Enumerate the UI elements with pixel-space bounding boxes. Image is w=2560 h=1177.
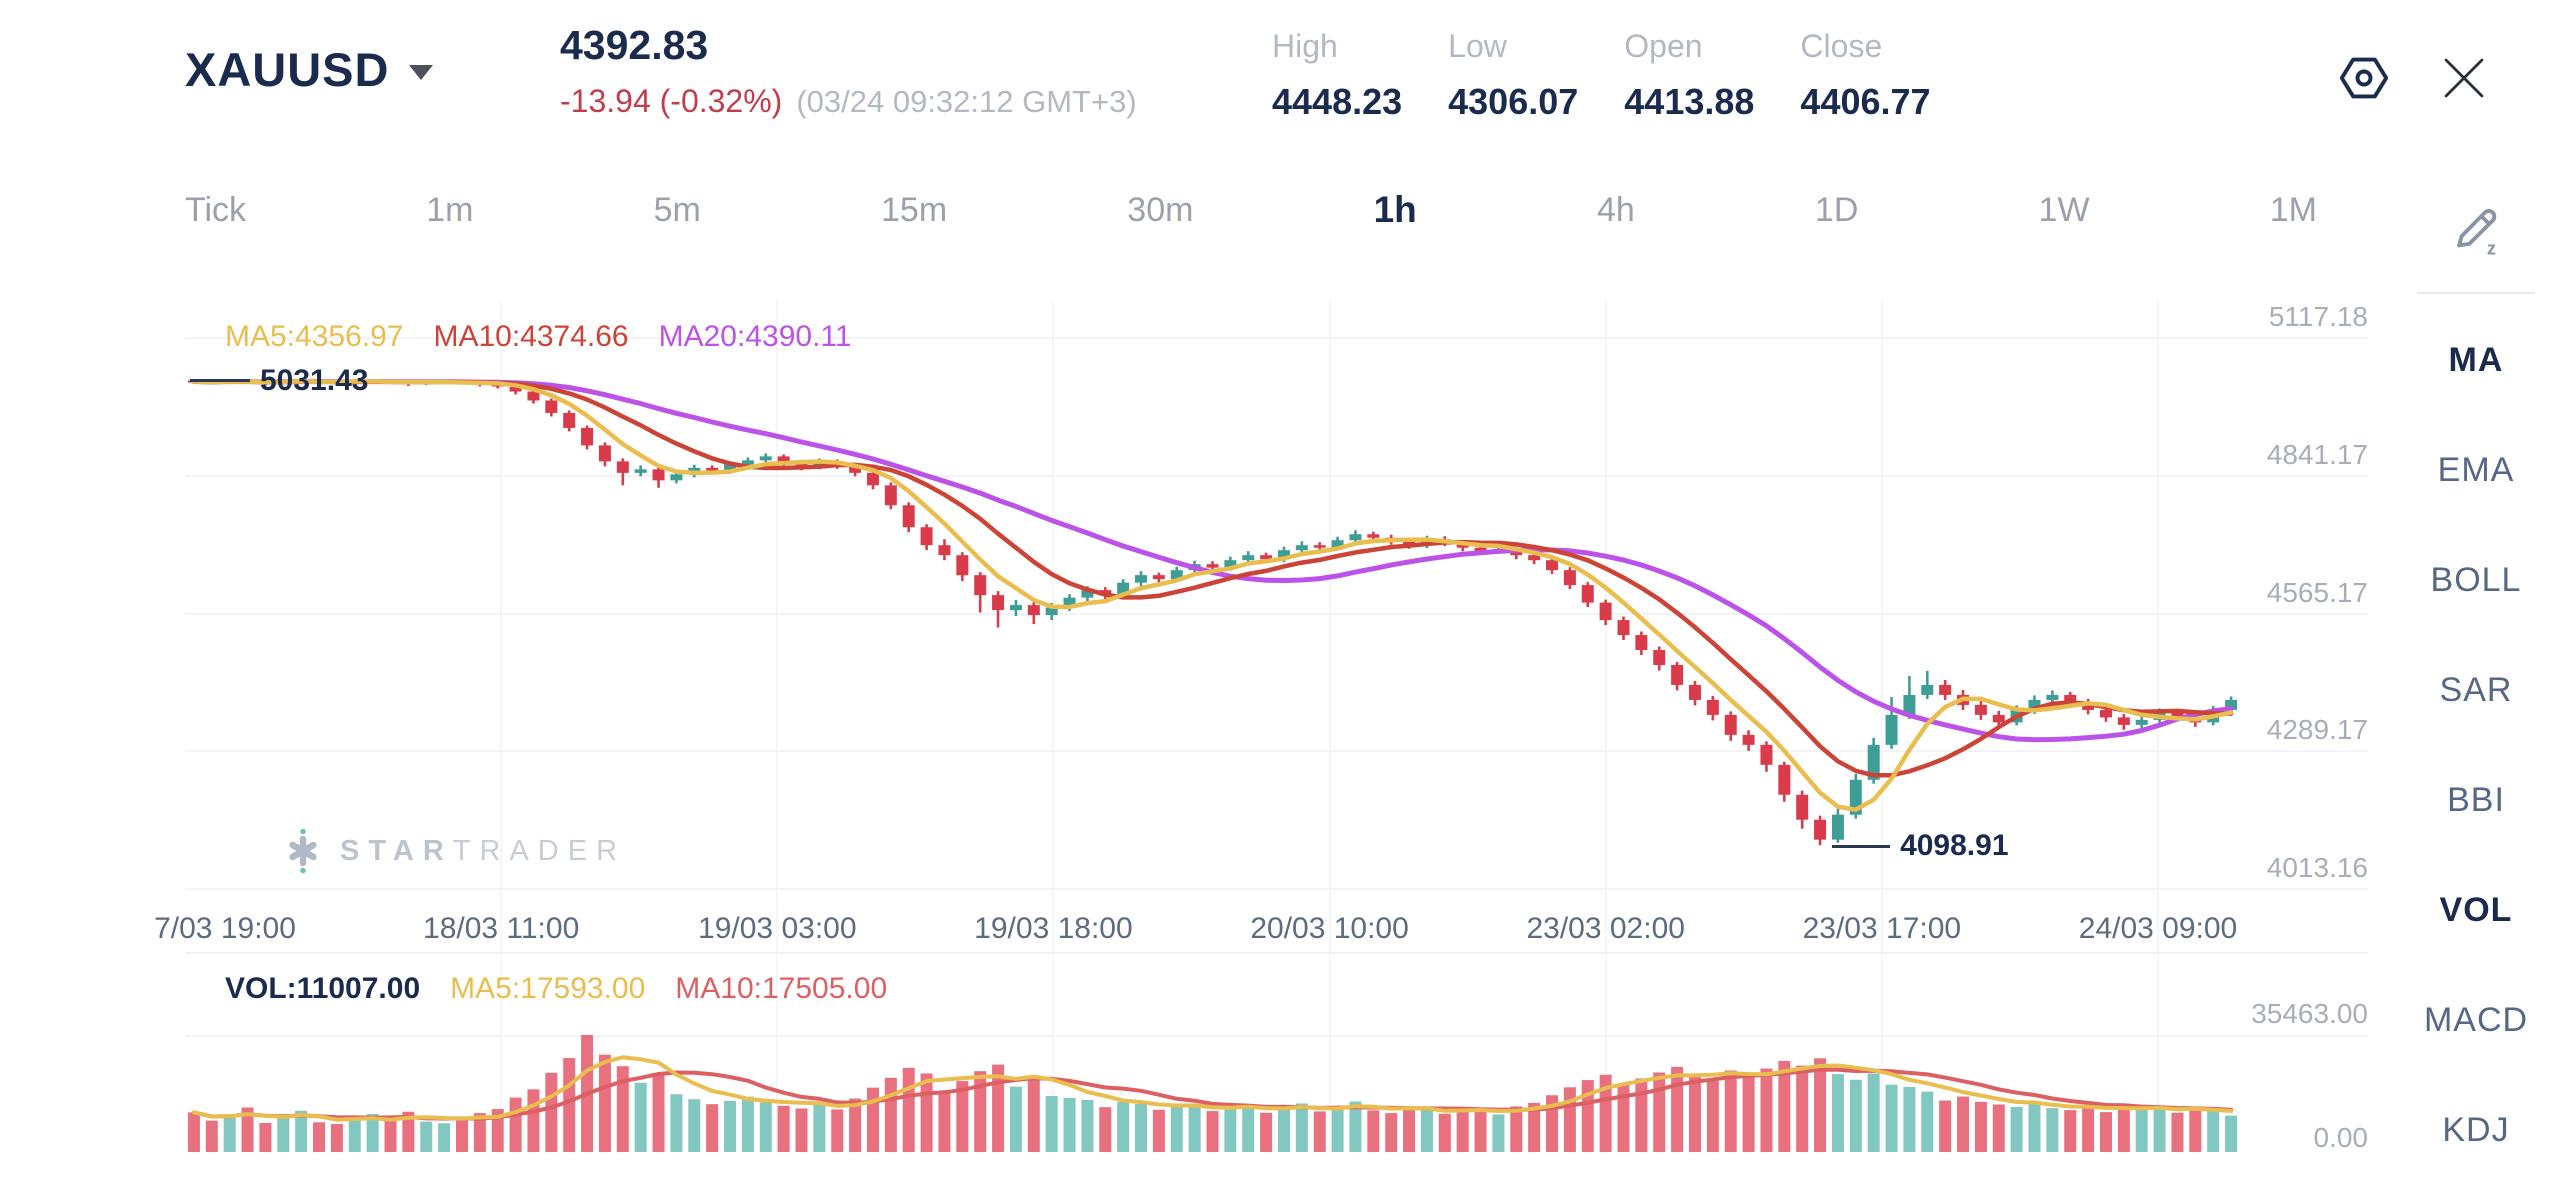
stat-open: Open 4413.88 (1624, 28, 1755, 122)
v-gridline (500, 300, 503, 1152)
x-axis-label: 23/03 17:00 (1802, 912, 1962, 945)
vol-ma5-label: MA5:17593.00 (450, 972, 646, 1005)
y-axis-label: 4565.17 (2266, 576, 2368, 608)
vol-gridline (185, 1035, 2368, 1037)
tab-5m[interactable]: 5m (653, 190, 701, 229)
window-high-annotation: 5031.43 (190, 364, 368, 398)
sidebar-divider (2417, 292, 2535, 294)
vol-value-label: VOL:11007.00 (225, 972, 421, 1005)
current-price: 4392.83 (560, 22, 709, 68)
indicator-list: MA EMA BOLL SAR BBI VOL MACD KDJ (2392, 305, 2560, 1177)
y-axis-label: 4841.17 (2266, 438, 2368, 470)
indicator-boll[interactable]: BOLL (2430, 560, 2522, 599)
ma-label-1: MA10:4374.66 (433, 320, 629, 353)
price-block: 4392.83 -13.94 (-0.32%) (03/24 09:32:12 … (560, 22, 1137, 120)
tab-15m[interactable]: 15m (881, 190, 948, 229)
v-gridline (1052, 300, 1055, 1152)
x-axis-label: 24/03 09:00 (2078, 912, 2238, 945)
pencil-icon: z (2457, 209, 2497, 258)
tab-1m[interactable]: 1M (2269, 190, 2317, 229)
y-axis-label: 4289.17 (2266, 714, 2368, 746)
symbol-selector[interactable]: XAUUSD (185, 42, 434, 97)
volume-chart[interactable] (185, 1035, 2240, 1153)
quote-timestamp: (03/24 09:32:12 GMT+3) (796, 84, 1137, 119)
stat-high: High 4448.23 (1272, 28, 1403, 122)
x-axis-label: 19/03 18:00 (974, 912, 1133, 945)
tab-1d[interactable]: 1D (1814, 190, 1859, 229)
broker-watermark: STARTRADER (280, 828, 626, 874)
tab-tick[interactable]: Tick (185, 190, 247, 229)
drawing-tool-button[interactable]: z (2392, 200, 2560, 270)
h-gridline (185, 888, 2368, 890)
v-gridline (1880, 300, 1883, 1152)
vol-axis-max: 35463.00 (2251, 998, 2368, 1029)
indicator-ema[interactable]: EMA (2437, 450, 2515, 489)
h-gridline (185, 612, 2368, 615)
indicator-sidebar: z MA EMA BOLL SAR BBI VOL MACD KDJ (2392, 200, 2560, 1149)
indicator-ma[interactable]: MA (2448, 340, 2504, 379)
tab-1h[interactable]: 1h (1373, 189, 1417, 230)
stat-low: Low 4306.07 (1448, 28, 1579, 122)
vol-axis-min: 0.00 (2313, 1122, 2369, 1153)
symbol-name: XAUUSD (185, 43, 390, 96)
close-button[interactable] (2436, 50, 2492, 106)
close-icon (2444, 58, 2484, 98)
tab-1w[interactable]: 1W (2038, 190, 2090, 229)
y-axis-label: 5117.18 (2268, 301, 2368, 332)
pane-divider (185, 952, 2368, 954)
stat-close: Close 4406.77 (1800, 28, 1931, 122)
ma-legend: MA5:4356.97 MA10:4374.66 MA20:4390.11 (225, 320, 852, 354)
vol-ma10-label: MA10:17505.00 (675, 972, 888, 1005)
timeframe-tabs: Tick 1m 5m 15m 30m 1h 4h 1D 1W 1M (185, 182, 2317, 238)
h-gridline (185, 337, 2368, 339)
settings-icon (2339, 57, 2389, 99)
v-gridline (776, 300, 779, 1152)
x-axis-label: 18/03 11:00 (423, 912, 580, 945)
h-gridline (185, 474, 2368, 477)
indicator-macd[interactable]: MACD (2423, 1000, 2529, 1039)
volume-legend: VOL:11007.00 MA5:17593.00 MA10:17505.00 (225, 972, 887, 1006)
star-logo-icon (289, 828, 317, 874)
x-axis-label: 7/03 19:00 (154, 912, 296, 945)
ma-label-0: MA5:4356.97 (225, 320, 404, 353)
ma-label-2: MA20:4390.11 (658, 320, 852, 353)
tab-30m[interactable]: 30m (1127, 190, 1194, 229)
indicator-kdj[interactable]: KDJ (2442, 1110, 2510, 1149)
v-gridline (1328, 300, 1331, 1152)
indicator-sar[interactable]: SAR (2439, 670, 2513, 709)
h-gridline (185, 750, 2368, 753)
window-low-annotation: 4098.91 (1832, 829, 2009, 863)
indicator-bbi[interactable]: BBI (2447, 780, 2505, 819)
chevron-down-icon (409, 65, 434, 80)
ohlc-stats: High 4448.23 Low 4306.07 Open 4413.88 Close 440… (1272, 28, 1931, 123)
indicator-vol[interactable]: VOL (2439, 890, 2513, 929)
candlestick-chart[interactable] (185, 300, 2240, 894)
price-change: -13.94 (-0.32%) (560, 83, 783, 119)
v-gridline (1604, 300, 1607, 1152)
x-axis-label: 19/03 03:00 (698, 912, 857, 945)
y-axis-label: 4013.16 (2266, 852, 2368, 883)
svg-text:z: z (2487, 238, 2496, 258)
x-axis-label: 20/03 10:00 (1250, 912, 1409, 945)
tab-4h[interactable]: 4h (1596, 190, 1635, 229)
tab-1m[interactable]: 1m (426, 190, 474, 229)
x-axis: 7/03 19:00 18/03 11:00 19/03 03:00 19/03 18… (0, 912, 2560, 952)
settings-button[interactable] (2336, 50, 2392, 106)
x-axis-label: 23/03 02:00 (1526, 912, 1685, 945)
